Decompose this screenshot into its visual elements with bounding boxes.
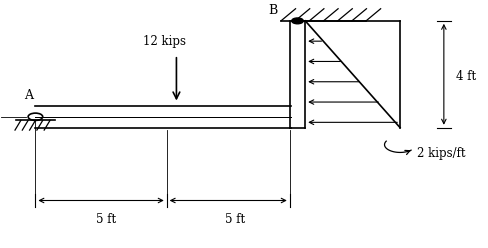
Text: 2 kips/ft: 2 kips/ft [416,147,465,160]
Text: 12 kips: 12 kips [142,34,185,48]
Text: 4 ft: 4 ft [455,70,475,83]
Text: A: A [23,89,33,102]
Text: 5 ft: 5 ft [224,214,244,226]
Text: B: B [267,4,277,17]
Text: 5 ft: 5 ft [96,214,116,226]
Circle shape [291,18,303,24]
